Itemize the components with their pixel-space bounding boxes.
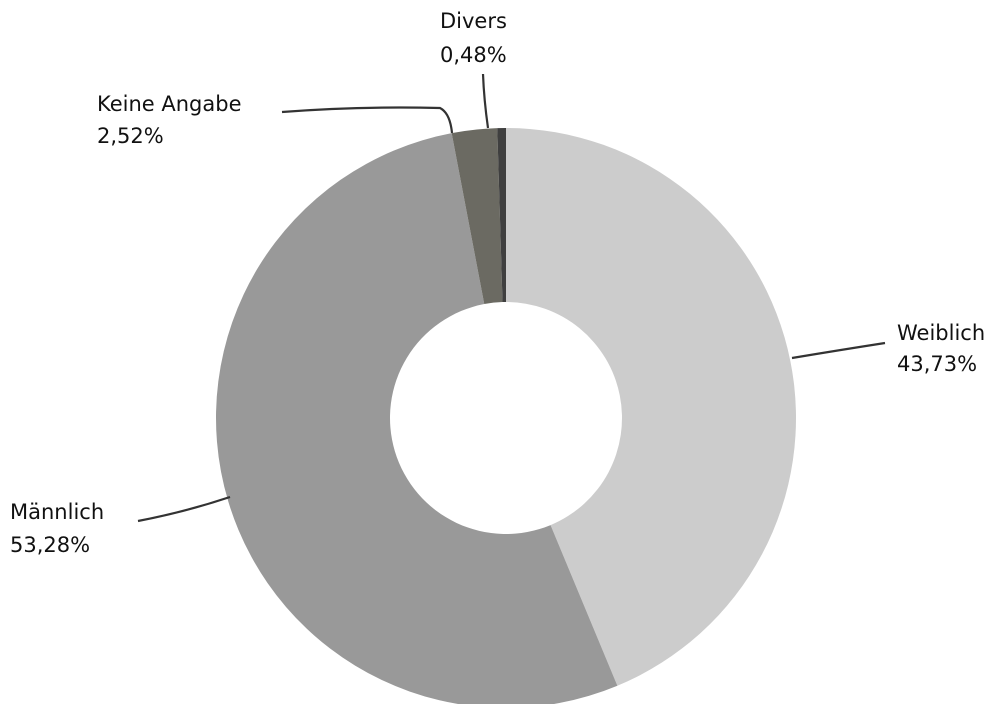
slice-value-maennlich: 53,28%	[10, 533, 90, 557]
slice-label-weiblich: Weiblich	[897, 321, 985, 345]
slice-weiblich	[506, 128, 796, 686]
slice-label-maennlich: Männlich	[10, 500, 104, 524]
slice-value-keine-angabe: 2,52%	[97, 124, 164, 148]
slice-label-divers: Divers	[440, 9, 507, 33]
slice-value-divers: 0,48%	[440, 43, 507, 67]
slice-value-weiblich: 43,73%	[897, 352, 977, 376]
donut-slices	[216, 128, 796, 704]
leader-line-weiblich	[791, 341, 886, 360]
slice-keine-angabe	[451, 128, 503, 305]
leader-line-divers	[481, 73, 490, 129]
slice-divers	[497, 128, 506, 303]
slice-m-nnlich	[216, 133, 618, 704]
slice-label-keine-angabe: Keine Angabe	[97, 92, 242, 116]
leader-line-keine-angabe	[281, 106, 454, 134]
leader-line-maennlich	[137, 495, 231, 523]
